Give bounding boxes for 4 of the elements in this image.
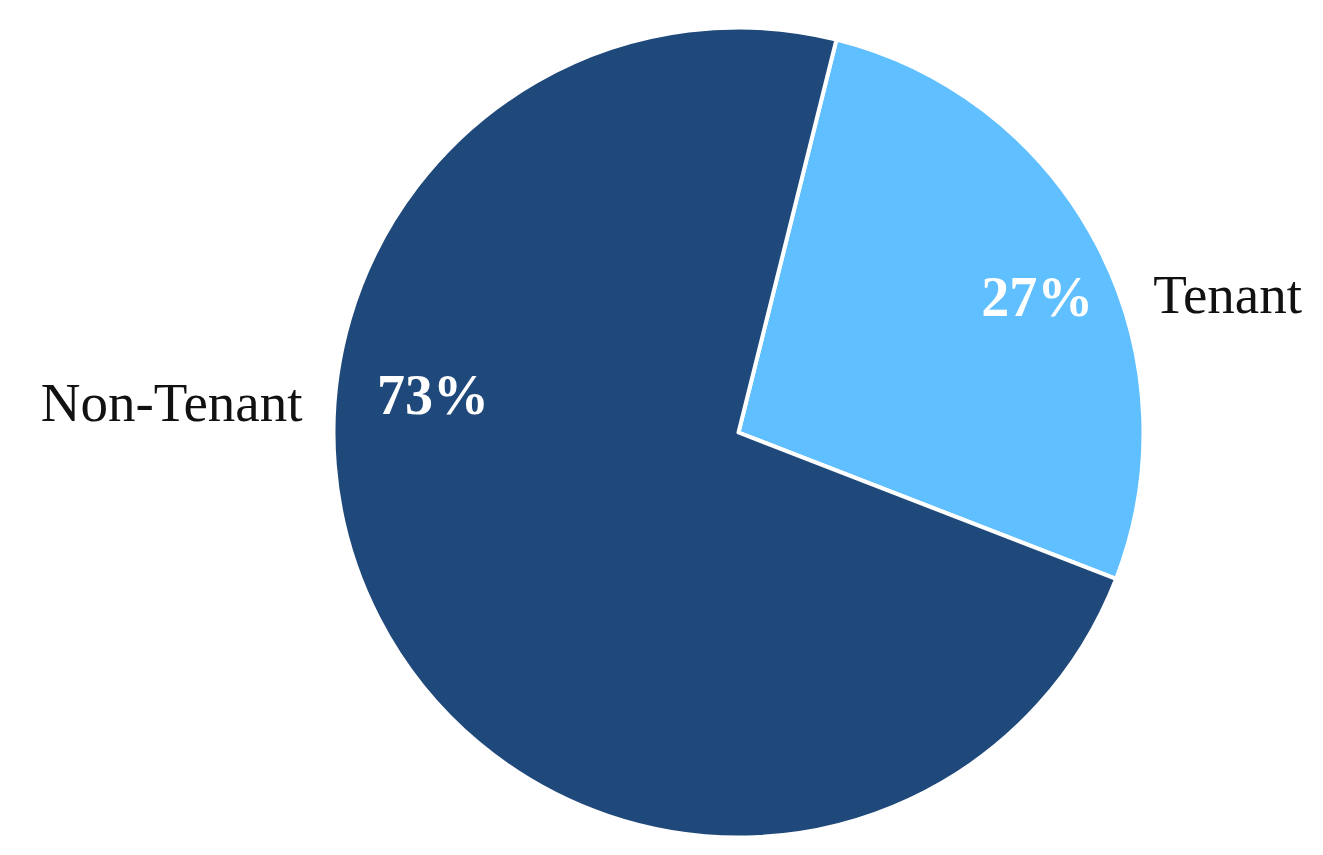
slice-label: Tenant [1153, 264, 1303, 326]
data-label: 73% [376, 363, 489, 426]
slice-label: Non-Tenant [40, 371, 303, 433]
data-label: 27% [981, 265, 1094, 328]
